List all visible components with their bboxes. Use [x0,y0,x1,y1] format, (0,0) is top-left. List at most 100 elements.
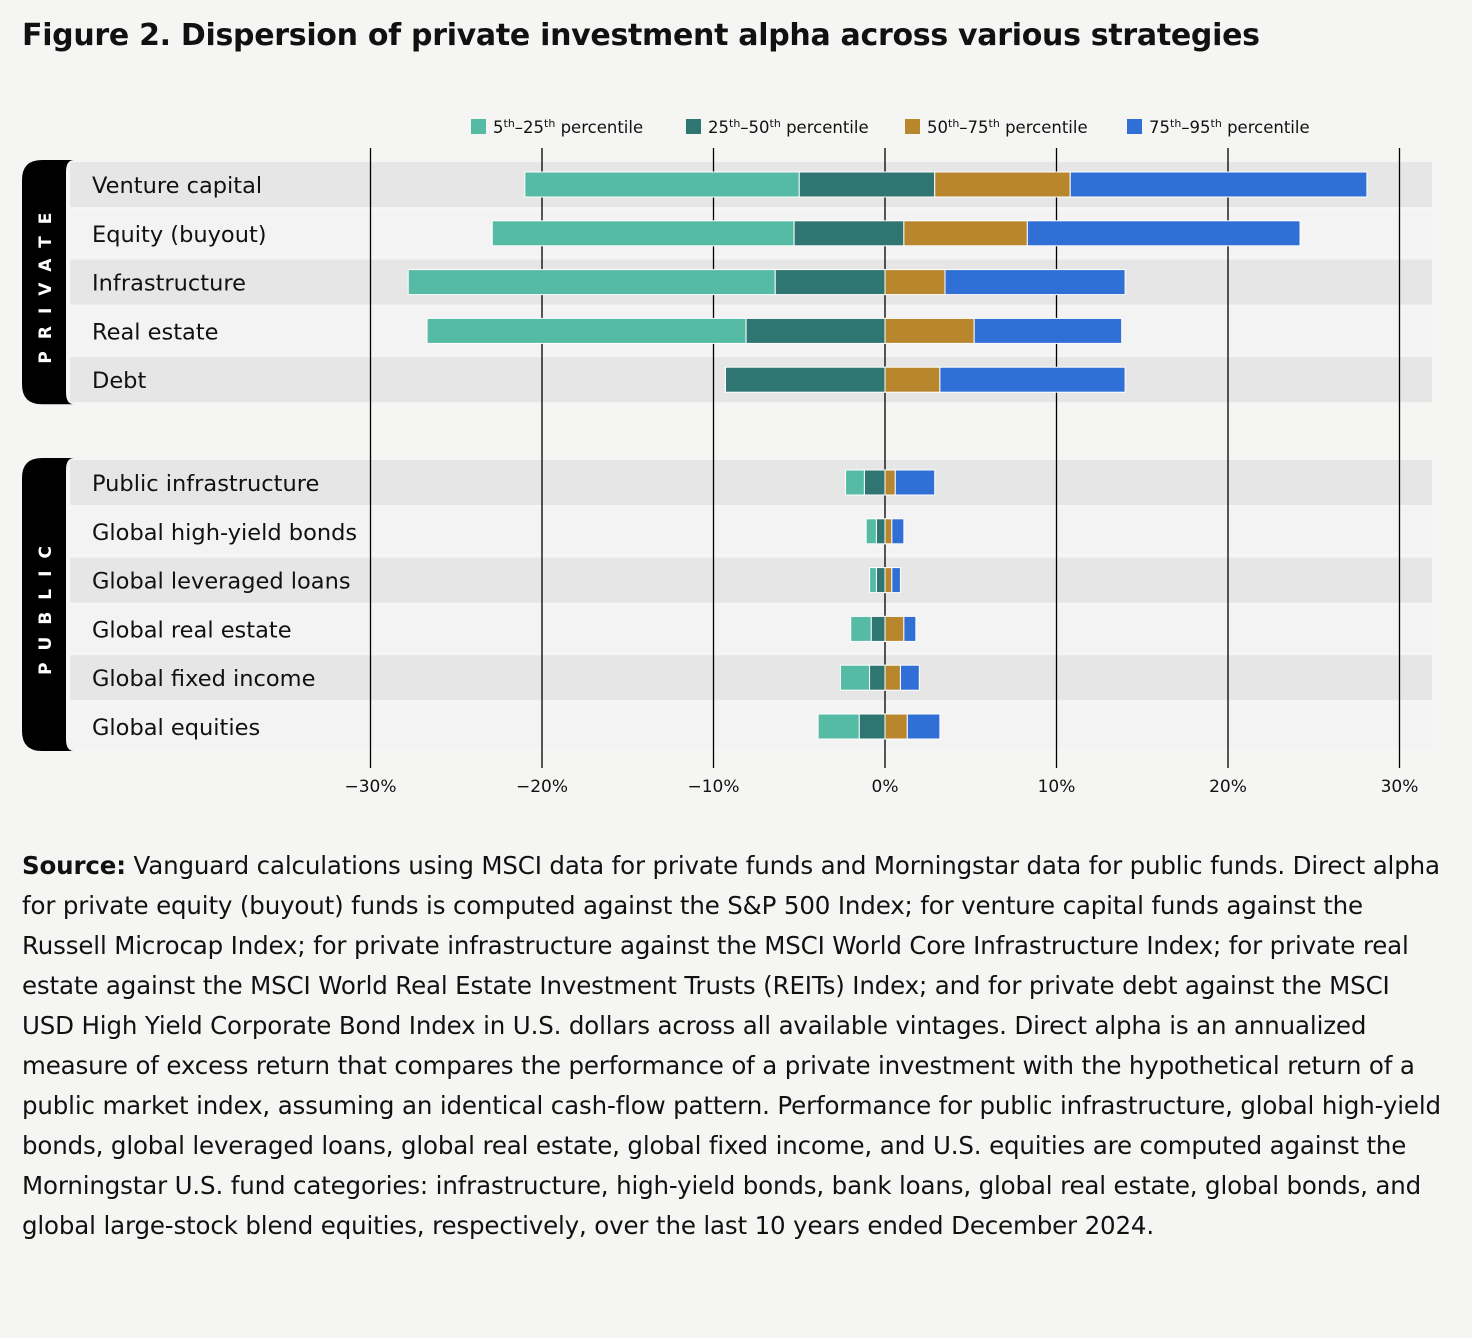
bar-segment-p25_50 [863,469,886,496]
source-label: Source: [22,851,126,880]
category-label: Public infrastructure [92,471,319,497]
bar-segment-p75_95 [906,713,941,740]
legend-swatch [905,119,920,134]
bar-segment-p5_25 [850,615,872,642]
legend-label-text: 25 [708,118,729,137]
x-tick-label: −30% [344,777,396,797]
bar-segment-p25_50 [875,518,886,545]
group-label: PUBLIC [36,534,56,675]
legend-label-superscript: th [770,117,781,130]
x-tick-label: 0% [872,777,899,797]
category-label: Real estate [92,319,219,345]
x-tick-label: −10% [687,777,739,797]
legend-label-text: 5 [493,118,504,137]
bar-segment-p25_50 [725,366,886,393]
bar-segment-p50_75 [884,366,941,393]
bar-segment-p75_95 [891,518,905,545]
legend-label: 5th–25th percentile [493,117,643,137]
bar-segment-p25_50 [798,171,936,198]
row-band [70,606,1432,652]
bar-segment-p75_95 [944,269,1126,296]
legend-label-superscript: th [1211,117,1222,130]
source-text: Vanguard calculations using MSCI data fo… [22,851,1441,1240]
bar-segment-p25_50 [745,317,886,344]
legend-label-text: –50 [740,118,769,137]
source-note: Source: Vanguard calculations using MSCI… [22,846,1442,1246]
legend-label-superscript: th [948,117,959,130]
bar-segment-p5_25 [817,713,860,740]
legend-swatch [1127,119,1142,134]
category-label: Infrastructure [92,271,246,297]
bar-segment-p50_75 [903,220,1028,247]
bar-segment-p75_95 [973,317,1123,344]
bar-segment-p50_75 [934,171,1071,198]
bar-segment-p50_75 [884,518,893,545]
group-label: PRIVATE [36,201,56,364]
legend-swatch [471,119,486,134]
row-band [70,460,1432,505]
bar-segment-p75_95 [1026,220,1301,247]
bar-segment-p5_25 [839,664,871,691]
row-band [70,704,1432,749]
bar-segment-p50_75 [884,269,946,296]
category-label: Global fixed income [92,666,315,692]
bar-segment-p5_25 [524,171,800,198]
bar-chart: −30% −20% −10% 0% 10% 20% 30% Venture capital Eq… [22,117,1432,797]
legend-label-superscript: th [989,117,1000,130]
bar-segment-p5_25 [865,518,877,545]
bar-segment-p25_50 [774,269,886,296]
legend-label: 75th–95th percentile [1149,117,1310,137]
legend-label-text: –95 [1181,118,1210,137]
legend-label-text: percentile [781,118,869,137]
bar-segment-p25_50 [793,220,905,247]
bar-segment-p50_75 [884,317,975,344]
category-label: Global real estate [92,617,292,643]
bar-segment-p25_50 [875,567,886,594]
bar-segment-p50_75 [884,615,905,642]
x-tick-label: 30% [1381,777,1419,797]
category-label: Global leveraged loans [92,569,351,595]
legend-label: 50th–75th percentile [927,117,1088,137]
bar-segment-p5_25 [869,567,877,594]
legend-label-superscript: th [729,117,740,130]
group-bracket [22,160,88,405]
bar-segment-p25_50 [858,713,886,740]
bar-segment-p75_95 [939,366,1126,393]
legend-label-superscript: th [1170,117,1181,130]
bar-segment-p50_75 [884,664,901,691]
x-tick-label: 10% [1038,777,1076,797]
category-label: Debt [92,368,146,394]
bar-segment-p50_75 [884,713,908,740]
row-band [70,655,1432,701]
legend-label-text: 75 [1149,118,1170,137]
x-tick-label: 20% [1209,777,1247,797]
chart-title: Figure 2. Dispersion of private investme… [22,18,1260,53]
legend-label-text: percentile [555,118,643,137]
legend-label-superscript: th [504,117,515,130]
bar-segment-p5_25 [491,220,795,247]
bar-segment-p5_25 [426,317,747,344]
bar-segment-p25_50 [869,664,886,691]
row-band [70,508,1432,554]
legend-label-text: percentile [1222,118,1310,137]
legend-label-text: percentile [1000,118,1088,137]
legend-label: 25th–50th percentile [708,117,869,137]
category-label: Equity (buyout) [92,222,267,248]
bar-segment-p50_75 [884,567,893,594]
legend-label-text: –25 [515,118,544,137]
bar-segment-p5_25 [845,469,865,496]
category-label: Venture capital [92,173,262,199]
bar-segment-p75_95 [894,469,936,496]
bar-segment-p75_95 [903,615,917,642]
legend-label-superscript: th [544,117,555,130]
legend-label-text: –75 [959,118,988,137]
bar-segment-p75_95 [1069,171,1368,198]
legend-label-text: 50 [927,118,948,137]
x-tick-label: −20% [516,777,568,797]
category-label: Global high-yield bonds [92,520,357,546]
bar-segment-p50_75 [884,469,896,496]
bar-segment-p75_95 [891,567,901,594]
group-bracket [22,458,88,751]
legend-swatch [686,119,701,134]
row-band [70,557,1432,603]
